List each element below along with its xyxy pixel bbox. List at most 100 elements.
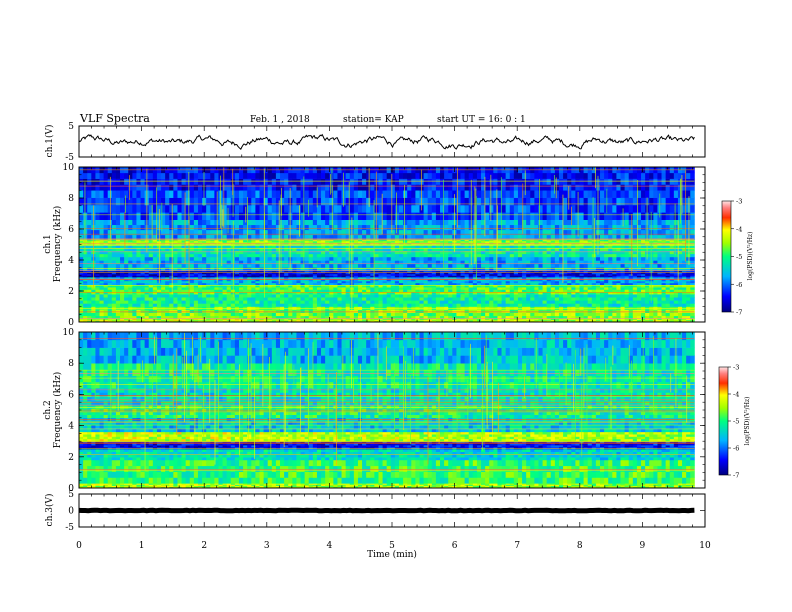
spectrogram-cell — [103, 244, 109, 248]
spectrogram-cell — [513, 303, 519, 307]
spectrogram-cell — [567, 319, 572, 321]
spectrogram-cell — [526, 291, 531, 295]
spectrogram-cell — [197, 263, 203, 268]
spectrogram-cell — [448, 312, 453, 317]
spectrogram-cell — [460, 250, 466, 255]
spectrogram-cell — [345, 275, 351, 278]
spectrogram-cell — [275, 280, 281, 284]
spectrogram-cell — [686, 300, 691, 304]
spectrogram-cell — [534, 263, 539, 268]
spectrogram-cell — [448, 306, 453, 310]
spectrogram-cell — [337, 289, 342, 293]
spectrogram-cell — [579, 247, 584, 251]
spectrogram-cell — [517, 320, 523, 322]
spectrogram-cell — [653, 270, 658, 273]
spectrogram-cell — [583, 300, 589, 304]
spectrogram-cell — [120, 300, 125, 304]
spectrogram-cell — [542, 280, 548, 284]
spectrogram-cell — [673, 250, 679, 255]
spectrogram-cell — [628, 319, 634, 321]
spectrogram-cell — [522, 273, 527, 276]
spectrogram-cell — [435, 244, 441, 248]
spectrogram-cell — [321, 253, 326, 258]
spectrogram-cell — [690, 250, 695, 255]
spectrogram-cell — [489, 291, 494, 295]
spectrogram-cell — [624, 278, 630, 282]
spectrogram-cell — [206, 260, 211, 265]
spectrogram-cell — [682, 250, 687, 255]
spectrogram-cell — [649, 312, 654, 317]
spectrogram-cell — [234, 250, 240, 255]
spectrogram-cell — [390, 256, 396, 261]
spectrogram-cell — [247, 294, 252, 298]
spectrogram-cell — [292, 312, 297, 317]
spectrogram-cell — [136, 297, 141, 301]
spectrogram-cell — [169, 260, 174, 265]
spectrogram-cell — [341, 272, 347, 275]
spectrogram-cell — [440, 250, 445, 255]
spectrogram-cell — [370, 319, 375, 321]
spectrogram-cell — [362, 319, 367, 321]
spectrogram-cell — [280, 270, 285, 273]
spectrogram-cell — [120, 260, 125, 265]
spectrogram-cell — [99, 272, 105, 275]
spectrogram-cell — [612, 277, 617, 280]
spectrogram-cell — [99, 253, 105, 258]
spectrogram-cell — [189, 282, 195, 286]
spectrogram-cell — [641, 267, 646, 272]
spectrogram-cell — [99, 250, 105, 255]
spectrogram-cell — [345, 277, 351, 280]
spectrogram-cell — [571, 294, 576, 298]
spectrogram-cell — [579, 303, 584, 307]
spectrogram-cell — [103, 300, 109, 304]
spectrogram-cell — [95, 289, 100, 293]
spectrogram-cell — [452, 270, 457, 273]
spectrogram-cell — [218, 256, 223, 261]
spectrogram-cell — [530, 250, 535, 255]
spectrogram-cell — [542, 275, 548, 278]
spectrogram-cell — [99, 256, 105, 261]
spectrogram-cell — [222, 273, 228, 276]
spectrogram-cell — [337, 306, 342, 310]
spectrogram-cell — [238, 312, 244, 317]
spectrogram-cell — [218, 244, 223, 248]
spectrogram-cell — [95, 277, 100, 280]
spectrogram-cell — [128, 315, 133, 320]
spectrogram-cell — [382, 309, 388, 313]
spectrogram-cell — [472, 319, 478, 321]
spectrogram-cell — [481, 297, 486, 301]
spectrogram-cell — [653, 315, 658, 320]
spectrogram-cell — [677, 277, 683, 280]
spectrogram-cell — [202, 263, 207, 268]
spectrogram-cell — [632, 289, 638, 293]
spectrogram-cell — [661, 318, 667, 320]
spectrogram-cell — [460, 278, 466, 282]
spectrogram-cell — [489, 247, 494, 251]
spectrogram-cell — [550, 263, 556, 268]
spectrogram-cell — [661, 289, 667, 293]
spectrogram-cell — [243, 291, 248, 295]
spectrogram-cell — [575, 319, 580, 321]
spectrogram-cell — [591, 256, 597, 261]
spectrogram-cell — [111, 300, 117, 304]
spectrogram-cell — [214, 294, 219, 298]
spectrogram-cell — [604, 318, 609, 320]
spectrogram-cell — [497, 270, 502, 273]
spectrogram-cell — [345, 263, 351, 268]
spectrogram-cell — [128, 312, 133, 317]
spectrogram-cell — [431, 253, 437, 258]
spectrogram-cell — [657, 273, 662, 276]
spectrogram-cell — [682, 273, 687, 276]
spectrogram-cell — [169, 320, 174, 322]
spectrogram-cell — [394, 291, 400, 295]
spectrogram-cell — [95, 306, 100, 310]
spectrogram-cell — [464, 315, 470, 320]
spectrogram-cell — [628, 315, 634, 320]
spectrogram-cell — [534, 294, 539, 298]
spectrogram-cell — [489, 273, 494, 276]
spectrogram-cell — [673, 291, 679, 295]
spectrogram-cell — [161, 280, 166, 284]
spectrogram-cell — [280, 320, 285, 322]
spectrogram-cell — [222, 267, 228, 272]
spectrogram-cell — [431, 275, 437, 278]
